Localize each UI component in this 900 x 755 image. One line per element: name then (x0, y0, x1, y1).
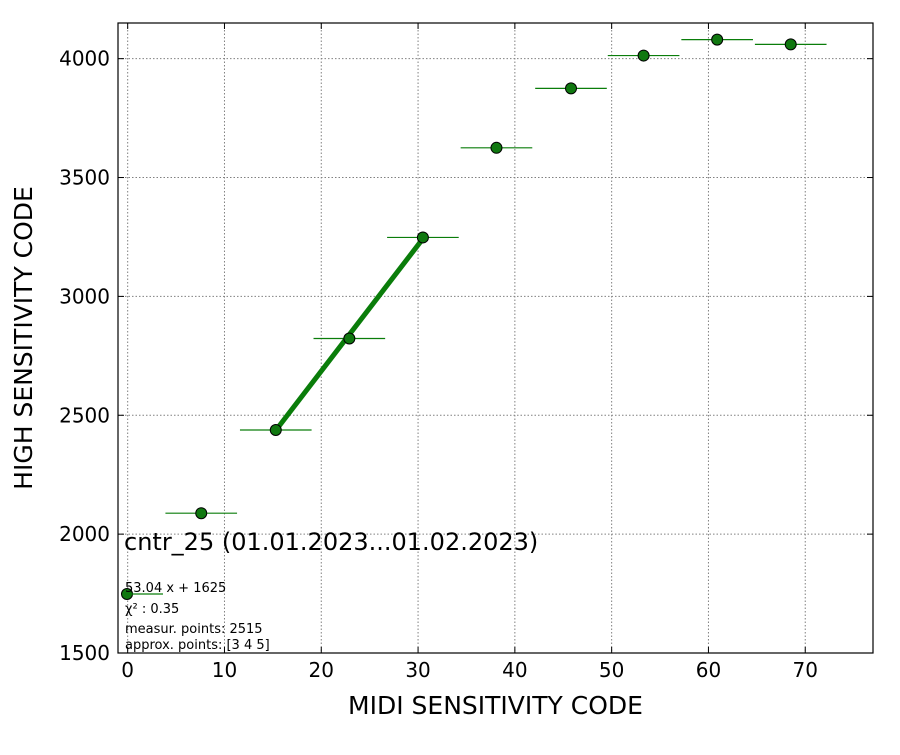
data-point (784, 38, 797, 51)
data-point (416, 231, 429, 244)
data-point (269, 424, 282, 437)
x-tick-label: 30 (405, 658, 430, 682)
measured-points-label: measur. points: 2515 (125, 622, 263, 637)
legend: 53.04 x + 1625 χ² : 0.35 measur. points:… (121, 581, 270, 653)
plot-frame (117, 22, 874, 654)
y-tick-label: 1500 (59, 641, 110, 665)
x-tick-label: 70 (793, 658, 818, 682)
fit-equation-label: 53.04 x + 1625 (125, 581, 226, 596)
data-point (343, 332, 356, 345)
x-tick-label: 40 (502, 658, 527, 682)
approx-points-label: approx. points: [3 4 5] (125, 638, 270, 653)
tick-marks (118, 23, 873, 654)
data-point (490, 141, 503, 154)
y-tick-label: 4000 (59, 47, 110, 71)
y-tick-label: 3500 (59, 166, 110, 190)
data-point (711, 33, 724, 46)
x-axis-label: MIDI SENSITIVITY CODE (348, 691, 643, 720)
x-tick-label: 50 (599, 658, 624, 682)
grid (118, 23, 873, 654)
chi-square-label: χ² : 0.35 (125, 602, 179, 617)
y-axis-label: HIGH SENSITIVITY CODE (9, 186, 38, 490)
data-point (565, 82, 577, 95)
data-point (195, 507, 208, 520)
x-tick-labels: 0 10 20 30 40 50 60 70 (121, 658, 818, 682)
x-tick-label: 20 (309, 658, 334, 682)
data-points (165, 33, 827, 520)
y-tick-labels: 1500 2000 2500 3000 3500 4000 (59, 47, 110, 665)
data-point (637, 49, 650, 62)
y-tick-label: 2000 (59, 522, 110, 546)
x-tick-label: 60 (696, 658, 721, 682)
y-tick-label: 3000 (59, 284, 110, 308)
x-tick-label: 0 (121, 658, 134, 682)
y-tick-label: 2500 (59, 403, 110, 427)
x-tick-label: 10 (212, 658, 237, 682)
chart-title: cntr_25 (01.01.2023...01.02.2023) (124, 528, 538, 556)
